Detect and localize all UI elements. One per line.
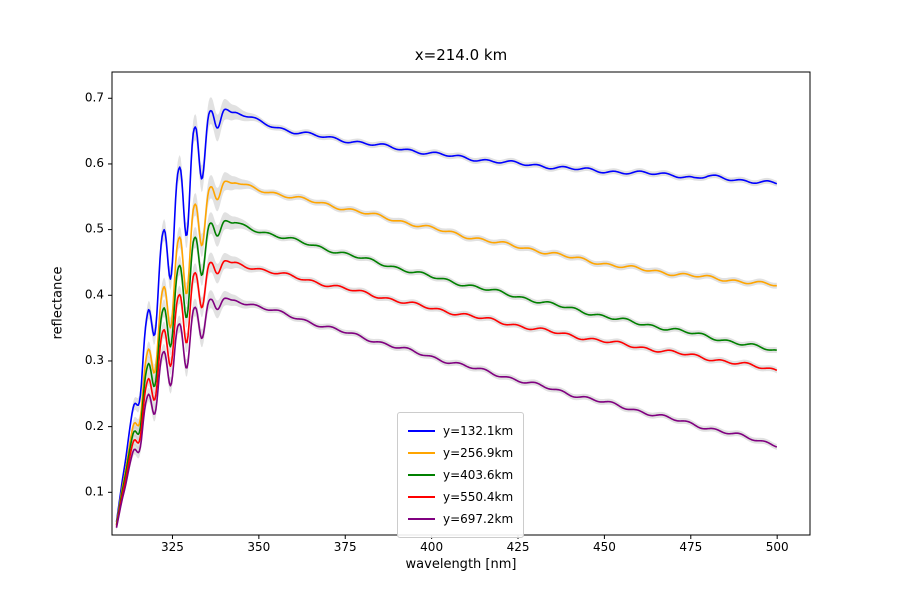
legend-line-swatch <box>408 518 435 520</box>
legend-entry: y=403.6km <box>408 464 513 486</box>
legend-entry: y=550.4km <box>408 486 513 508</box>
x-axis-label: wavelength [nm] <box>405 557 517 572</box>
legend-line-swatch <box>408 496 435 498</box>
legend-line-swatch <box>408 474 435 476</box>
legend-entry-label: y=403.6km <box>443 468 514 482</box>
y-axis-label: reflectance <box>50 266 66 340</box>
legend-line-swatch <box>408 452 435 454</box>
legend-entry-label: y=256.9km <box>443 446 514 460</box>
legend-entry: y=697.2km <box>408 508 513 530</box>
legend-entry-label: y=550.4km <box>443 490 514 504</box>
legend-entry-label: y=697.2km <box>443 512 514 526</box>
legend-entry-label: y=132.1km <box>443 424 514 438</box>
legend: y=132.1km y=256.9km y=403.6km y=550.4km y=69… <box>397 412 525 538</box>
legend-line-swatch <box>408 430 435 432</box>
legend-entry: y=256.9km <box>408 442 513 464</box>
legend-entry: y=132.1km <box>408 420 513 442</box>
chart-title: x=214.0 km <box>414 46 508 64</box>
